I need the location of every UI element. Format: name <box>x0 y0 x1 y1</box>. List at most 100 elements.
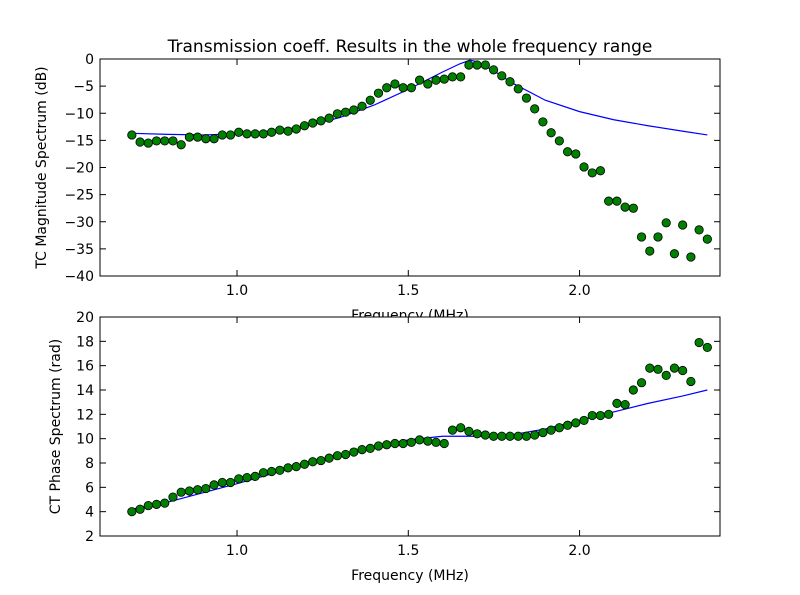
data-point <box>456 423 466 433</box>
data-point <box>250 129 260 139</box>
data-point <box>587 168 597 178</box>
data-point <box>431 437 441 447</box>
data-point <box>332 109 342 119</box>
data-point <box>702 342 712 353</box>
data-point <box>513 431 523 441</box>
data-point <box>686 376 696 387</box>
data-point <box>431 75 441 85</box>
data-point <box>497 431 507 441</box>
y-tick-label: 12 <box>76 407 94 423</box>
data-point <box>267 466 277 477</box>
data-point <box>439 438 449 449</box>
data-point <box>406 83 416 93</box>
data-point <box>628 385 638 395</box>
data-point <box>480 60 490 70</box>
data-point <box>209 480 219 490</box>
data-point <box>702 234 712 244</box>
data-point <box>423 79 433 89</box>
data-point <box>143 138 153 148</box>
data-point <box>579 415 589 426</box>
data-point <box>612 398 622 408</box>
data-point <box>258 129 268 139</box>
y-tick-label: 0 <box>85 52 94 68</box>
data-point <box>143 500 153 511</box>
data-point <box>127 130 137 140</box>
data-point <box>217 130 227 140</box>
y-tick-label: 14 <box>76 383 94 399</box>
data-point <box>275 465 285 475</box>
data-point <box>562 420 573 430</box>
data-point <box>209 134 219 144</box>
data-point <box>225 130 236 140</box>
y-tick-label: −35 <box>64 242 94 258</box>
data-point <box>365 95 375 105</box>
data-point <box>488 65 499 75</box>
data-point <box>201 134 211 144</box>
data-point <box>595 166 606 176</box>
data-point <box>669 363 680 373</box>
data-point <box>653 232 663 242</box>
data-point <box>160 136 170 146</box>
y-tick-label: −30 <box>64 215 94 231</box>
data-point <box>398 83 408 93</box>
data-point <box>176 487 186 497</box>
data-point <box>308 118 318 128</box>
data-point <box>530 104 540 114</box>
data-point <box>439 74 449 84</box>
data-point <box>373 441 384 451</box>
data-point <box>472 60 482 70</box>
data-point <box>184 486 195 496</box>
data-point <box>357 101 367 111</box>
data-point <box>332 451 342 461</box>
data-point <box>497 71 507 81</box>
data-point <box>316 116 326 126</box>
data-point <box>686 252 696 262</box>
y-tick-label: −10 <box>64 106 94 122</box>
data-point <box>299 121 310 131</box>
x-tick-label: 1.0 <box>226 283 248 299</box>
y-tick-label: −15 <box>64 133 94 149</box>
data-point <box>151 136 162 146</box>
y-tick-label: −20 <box>64 161 94 177</box>
data-point <box>291 462 301 472</box>
data-point <box>645 246 655 256</box>
data-point <box>414 435 425 445</box>
x-tick-label: 2.0 <box>568 543 590 559</box>
axes-frame <box>99 316 721 537</box>
data-point <box>620 202 630 212</box>
data-point <box>678 365 688 376</box>
data-point <box>267 127 277 137</box>
data-point <box>669 249 680 259</box>
data-point <box>513 84 523 94</box>
data-point <box>604 196 614 206</box>
data-point <box>127 507 137 517</box>
data-point <box>456 72 466 82</box>
data-point <box>521 431 532 441</box>
data-point <box>530 430 540 440</box>
data-point <box>612 196 622 206</box>
data-point <box>349 447 359 457</box>
data-point <box>546 425 556 435</box>
data-point <box>349 105 359 115</box>
data-point <box>587 410 597 421</box>
x-tick-label: 1.5 <box>397 283 419 299</box>
data-point <box>505 77 515 87</box>
data-point <box>373 88 384 98</box>
data-point <box>636 232 647 242</box>
data-point <box>250 471 260 481</box>
data-point <box>176 140 186 150</box>
data-point <box>160 498 170 508</box>
data-point <box>571 418 581 428</box>
data-point <box>505 431 515 441</box>
data-point <box>299 459 310 469</box>
data-point <box>217 477 227 488</box>
data-point <box>546 128 556 138</box>
data-point <box>579 162 589 172</box>
data-point <box>168 492 178 502</box>
data-point <box>193 485 203 495</box>
data-point <box>283 126 293 136</box>
data-point <box>201 483 211 494</box>
data-point <box>488 431 499 441</box>
y-tick-label: −25 <box>64 188 94 204</box>
data-point <box>234 474 244 484</box>
